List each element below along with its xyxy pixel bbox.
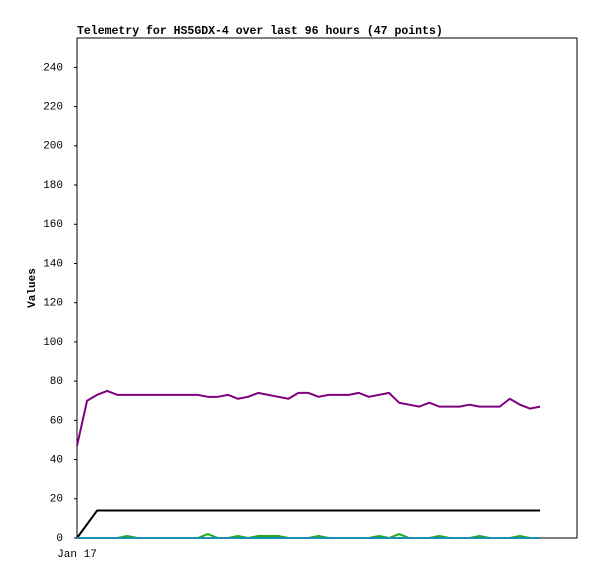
y-tick-label: 20 — [50, 494, 63, 506]
y-tick-label: 240 — [43, 62, 63, 74]
y-tick-label: 80 — [50, 376, 63, 388]
y-tick-label: 40 — [50, 454, 63, 466]
series-line — [76, 389, 541, 447]
y-tick-label: 100 — [43, 337, 63, 349]
y-tick-label: 180 — [43, 180, 63, 192]
y-tick-label: 220 — [43, 102, 63, 114]
y-tick-label: 160 — [43, 219, 63, 231]
y-tick-label: 0 — [56, 533, 63, 545]
y-tick-label: 140 — [43, 258, 63, 270]
chart-title: Telemetry for HS5GDX-4 over last 96 hour… — [77, 25, 443, 38]
y-tick-label: 200 — [43, 141, 63, 153]
series-line — [76, 509, 540, 539]
x-tick-label: Jan 17 — [57, 549, 97, 561]
y-axis-label: Values — [27, 268, 39, 308]
y-tick-label: 120 — [43, 298, 63, 310]
y-tick-label: 60 — [50, 415, 63, 427]
